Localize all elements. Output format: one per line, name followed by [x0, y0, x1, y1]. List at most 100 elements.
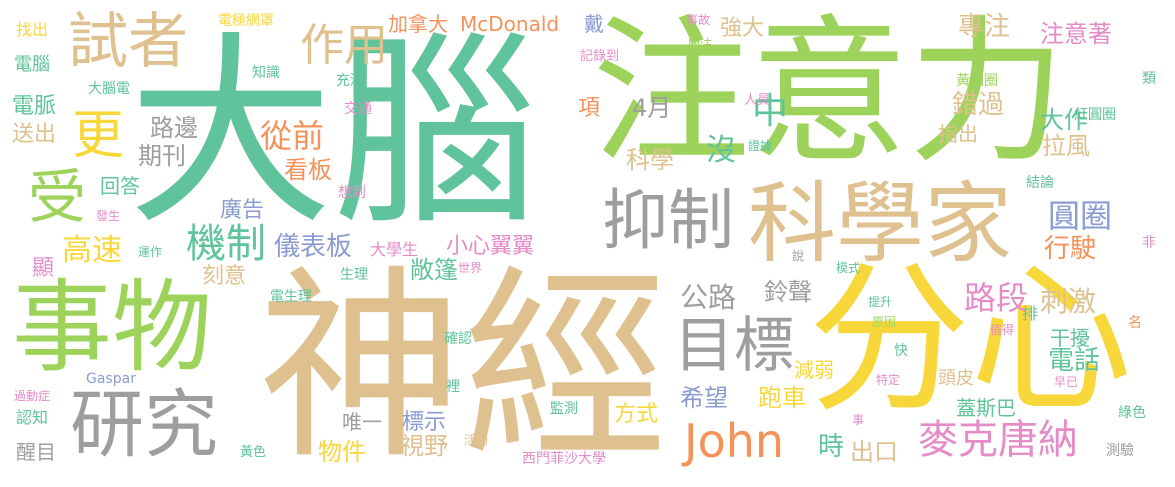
word-think-of: 想到: [338, 185, 366, 201]
word-worth: 值得: [990, 323, 1015, 337]
word-physiology: 生理: [340, 267, 368, 283]
word-attention: 注意力: [592, 1, 1066, 185]
word-wear: 戴: [584, 12, 604, 36]
word-reason: 原因: [872, 315, 897, 329]
word-advertisement: 廣告: [220, 198, 265, 223]
word-gaspar-zh: 蓋斯巴: [956, 396, 1016, 420]
word-inhibit: 抑制: [602, 182, 734, 259]
word-evidence: 證據: [748, 139, 773, 153]
word-scientist: 科學家: [748, 172, 1013, 275]
word-send: 送出: [12, 122, 57, 147]
word-occur: 發生: [96, 209, 121, 223]
word-non: 非: [1142, 235, 1156, 251]
word-test: 測驗: [1106, 443, 1134, 459]
word-science: 科學: [626, 146, 674, 174]
word-concern: 關注: [688, 37, 713, 51]
word-yellow-circle: 黃圓圈: [956, 73, 998, 89]
word-electrophysiology: 電生理: [270, 289, 312, 305]
word-roadside: 路邊: [150, 114, 198, 142]
word-time: 時: [818, 432, 845, 462]
word-conclusion: 結論: [1026, 175, 1054, 191]
word-billboard: 看板: [284, 156, 332, 184]
word-monitor: 監測: [550, 401, 578, 417]
word-hope: 希望: [680, 384, 728, 412]
word-dashboard: 儀表板: [274, 232, 353, 262]
word-activity: 活動: [464, 433, 489, 447]
word-name: 名: [1128, 315, 1142, 331]
word-high-speed: 高速: [62, 233, 122, 268]
word-thing: 事: [852, 413, 865, 427]
word-drive: 行駛: [1044, 234, 1097, 264]
word-focus: 專注: [958, 12, 1011, 42]
word-show: 顯: [32, 256, 55, 281]
word-eye-catching: 醒目: [16, 440, 56, 464]
word-staff: 人員: [744, 93, 771, 108]
word-adhd: 過動症: [14, 389, 51, 403]
word-carefully: 小心翼翼: [446, 234, 535, 259]
word-green: 綠色: [1118, 405, 1146, 421]
word-deliberately: 刻意: [202, 264, 247, 289]
word-recorded: 記錄到: [580, 49, 620, 64]
word-road-section: 路段: [964, 279, 1029, 317]
word-point-out: 指出: [938, 122, 978, 146]
word-inside: 裡: [446, 379, 460, 395]
word-full-of: 充滿: [336, 73, 364, 89]
word-accident: 事故: [686, 13, 711, 27]
word-interfere: 干擾: [1050, 326, 1090, 350]
word-college-student: 大學生: [370, 240, 419, 259]
word-goal: 目標: [674, 311, 794, 381]
word-convertible: 敞篷: [410, 256, 458, 284]
word-things: 事物: [12, 269, 212, 386]
word-mcdonald: McDonald: [460, 12, 560, 36]
word-yellow: 黃色: [240, 445, 267, 460]
word-weaken: 減弱: [794, 358, 834, 382]
word-not: 沒: [706, 133, 736, 168]
word-john: John: [684, 414, 785, 468]
word-circle: 圓圈: [1048, 197, 1113, 235]
word-knowledge: 知識: [252, 65, 280, 81]
word-subjects: 試者: [68, 7, 188, 77]
word-sfu: 西門菲沙大學: [522, 451, 606, 467]
word-item: 項: [578, 96, 601, 121]
word-more: 更: [72, 106, 125, 166]
word-mcdonald-zh: 麥克唐納: [918, 417, 1078, 463]
word-electrode-net: 電極網罩: [218, 13, 274, 29]
word-attending: 注意著: [1040, 20, 1112, 48]
word-specific: 特定: [876, 373, 901, 387]
word-operate: 運作: [138, 245, 163, 259]
word-method: 方式: [614, 402, 659, 427]
word-miss: 錯過: [952, 90, 1005, 120]
word-neural: 神經: [258, 249, 668, 487]
word-receive: 受: [28, 163, 87, 231]
word-scalp: 頭皮: [938, 368, 974, 389]
word-confirm: 確認: [444, 331, 472, 347]
word-blare: 大作: [1040, 106, 1088, 134]
word-cognition: 認知: [16, 408, 49, 427]
word-answer: 回答: [100, 174, 140, 198]
word-already: 早已: [1054, 375, 1079, 389]
word-fast: 快: [894, 343, 908, 359]
word-phone: 電話: [1048, 346, 1101, 376]
word-find-out: 找出: [16, 20, 49, 39]
word-improve: 提升: [868, 295, 893, 309]
word-effect: 作用: [300, 20, 388, 71]
word-stimulus: 刺激: [1040, 285, 1097, 318]
word-category: 類: [1142, 71, 1156, 87]
word-april: 4月: [632, 94, 672, 122]
word-bell: 鈴聲: [764, 278, 812, 306]
word-pattern: 模式: [836, 261, 861, 275]
word-stylish: 拉風: [1042, 132, 1090, 160]
word-only: 唯一: [342, 410, 382, 434]
word-exit: 出口: [850, 438, 898, 466]
word-row: 排: [1022, 304, 1039, 323]
word-research: 研究: [70, 382, 218, 468]
word-powerful: 強大: [720, 16, 765, 41]
word-red-circle: 紅圓圈: [1074, 107, 1116, 123]
word-formerly: 從前: [260, 117, 325, 155]
word-electric-pulse: 電脈: [12, 94, 57, 119]
word-say: 說: [792, 249, 805, 263]
word-traffic: 交通: [344, 101, 372, 117]
word-canada: 加拿大: [388, 12, 448, 36]
word-journal: 期刊: [138, 142, 186, 170]
